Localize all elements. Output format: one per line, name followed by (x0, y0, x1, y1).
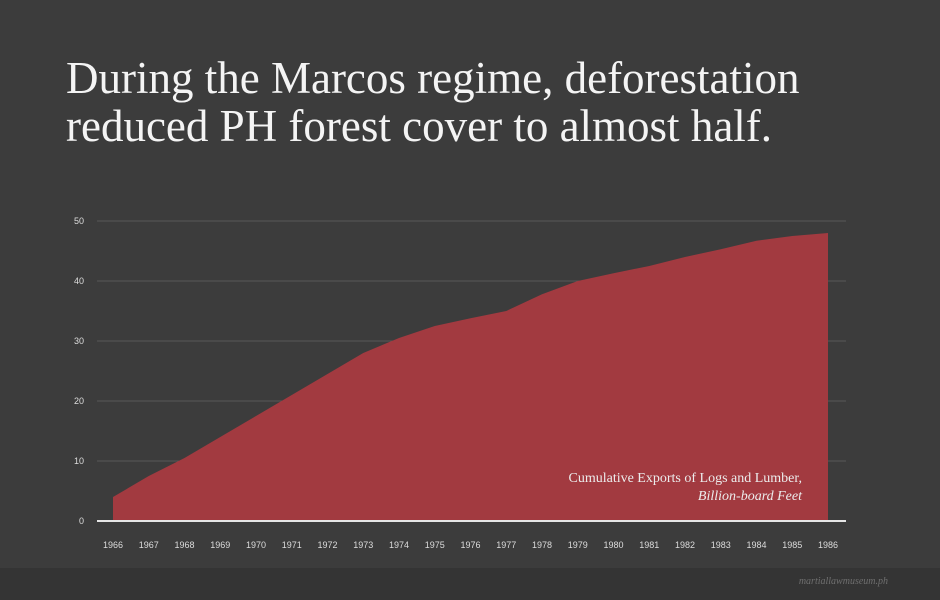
y-tick-label: 20 (74, 396, 84, 406)
footer-bar (0, 568, 940, 600)
x-tick-label: 1967 (139, 540, 159, 550)
x-tick-label: 1981 (639, 540, 659, 550)
y-tick-label: 0 (79, 516, 84, 526)
x-tick-label: 1976 (460, 540, 480, 550)
area-fill (113, 233, 828, 521)
y-tick-label: 40 (74, 276, 84, 286)
y-tick-labels: 0 10 20 30 40 50 (74, 216, 84, 526)
x-tick-label: 1985 (782, 540, 802, 550)
x-tick-label: 1975 (425, 540, 445, 550)
area-series (113, 233, 828, 521)
x-tick-label: 1968 (174, 540, 194, 550)
annotation-line-1: Cumulative Exports of Logs and Lumber, (568, 471, 802, 486)
x-tick-label: 1984 (746, 540, 766, 550)
x-tick-label: 1974 (389, 540, 409, 550)
chart-title-line-1: During the Marcos regime, deforestation (66, 53, 800, 103)
area-chart: 0 10 20 30 40 50 1966 1967 1968 1969 1970 1971 1972… (74, 216, 846, 550)
x-tick-label: 1966 (103, 540, 123, 550)
y-tick-label: 10 (74, 456, 84, 466)
x-tick-label: 1978 (532, 540, 552, 550)
x-tick-label: 1971 (282, 540, 302, 550)
x-tick-labels: 1966 1967 1968 1969 1970 1971 1972 1973 1974 1975… (103, 540, 838, 550)
x-tick-label: 1977 (496, 540, 516, 550)
chart-title-line-2: reduced PH forest cover to almost half. (66, 101, 773, 151)
x-tick-label: 1969 (210, 540, 230, 550)
x-tick-label: 1983 (711, 540, 731, 550)
x-tick-label: 1980 (603, 540, 623, 550)
y-tick-label: 30 (74, 336, 84, 346)
x-tick-label: 1972 (317, 540, 337, 550)
x-tick-label: 1973 (353, 540, 373, 550)
annotation-unit: Billion-board Feet (697, 489, 802, 504)
chart-title: During the Marcos regime, deforestation … (66, 54, 906, 150)
x-tick-label: 1970 (246, 540, 266, 550)
x-tick-label: 1982 (675, 540, 695, 550)
x-tick-label: 1986 (818, 540, 838, 550)
credit-link[interactable]: martiallawmuseum.ph (798, 576, 888, 587)
y-tick-label: 50 (74, 216, 84, 226)
series-annotation: Cumulative Exports of Logs and Lumber, B… (568, 470, 802, 506)
x-tick-label: 1979 (568, 540, 588, 550)
